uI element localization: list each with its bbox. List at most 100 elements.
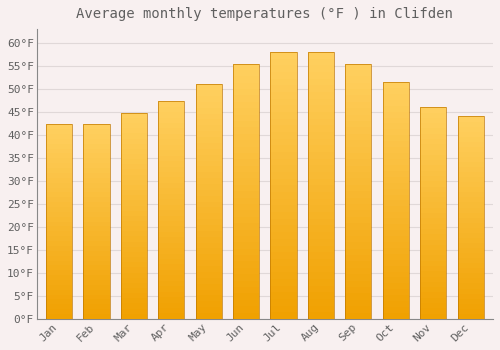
Bar (308, 225, 334, 232)
Bar (346, 198, 372, 204)
Bar (382, 88, 409, 94)
Bar (458, 167, 483, 172)
Bar (458, 142, 483, 147)
Bar (420, 261, 446, 266)
Bar (420, 229, 446, 234)
Bar (233, 121, 260, 127)
Bar (121, 195, 147, 201)
Bar (308, 166, 334, 172)
Bar (458, 203, 483, 208)
Bar (158, 107, 184, 112)
Bar (84, 134, 110, 139)
Bar (84, 226, 110, 231)
Bar (158, 128, 184, 134)
Bar (121, 211, 147, 216)
Bar (420, 250, 446, 256)
Bar (233, 281, 260, 287)
Bar (158, 297, 184, 302)
Bar (84, 193, 110, 197)
Bar (270, 212, 296, 219)
Bar (270, 312, 296, 319)
Bar (270, 205, 296, 212)
Bar (196, 84, 222, 90)
Bar (46, 260, 72, 265)
Bar (420, 166, 446, 171)
Bar (158, 172, 184, 177)
Bar (458, 243, 483, 248)
Bar (158, 118, 184, 123)
Bar (308, 292, 334, 299)
Bar (84, 246, 110, 251)
Bar (270, 152, 296, 159)
Bar (458, 208, 483, 212)
Bar (233, 242, 260, 248)
Bar (420, 256, 446, 261)
Bar (84, 280, 110, 285)
Bar (196, 114, 222, 119)
Bar (121, 169, 147, 175)
Bar (46, 222, 72, 226)
Bar (346, 185, 372, 191)
Bar (121, 159, 147, 164)
Bar (382, 82, 409, 88)
Bar (308, 192, 334, 199)
Bar (346, 313, 372, 319)
Bar (46, 149, 72, 154)
Bar (233, 261, 260, 268)
Bar (84, 256, 110, 260)
Bar (121, 257, 147, 262)
Bar (46, 226, 72, 231)
Bar (158, 183, 184, 188)
Bar (420, 234, 446, 239)
Bar (233, 198, 260, 204)
Bar (458, 137, 483, 142)
Bar (233, 115, 260, 121)
Bar (382, 272, 409, 278)
Bar (233, 191, 260, 198)
Bar (346, 255, 372, 261)
Bar (84, 290, 110, 295)
Bar (158, 281, 184, 286)
Bar (420, 239, 446, 245)
Bar (158, 314, 184, 319)
Bar (420, 271, 446, 276)
Bar (233, 153, 260, 159)
Bar (46, 183, 72, 188)
Bar (121, 175, 147, 180)
Bar (84, 197, 110, 202)
Bar (158, 254, 184, 259)
Bar (158, 112, 184, 118)
Bar (420, 266, 446, 271)
Bar (458, 238, 483, 243)
Bar (158, 292, 184, 297)
Bar (270, 199, 296, 205)
Bar (270, 286, 296, 292)
Bar (270, 192, 296, 199)
Bar (196, 90, 222, 96)
Bar (382, 94, 409, 100)
Bar (346, 147, 372, 153)
Bar (420, 282, 446, 287)
Bar (346, 204, 372, 210)
Bar (420, 123, 446, 128)
Bar (458, 253, 483, 258)
Bar (420, 134, 446, 139)
Bar (420, 144, 446, 149)
Bar (346, 70, 372, 76)
Bar (46, 139, 72, 144)
Bar (308, 232, 334, 239)
Bar (270, 52, 296, 319)
Bar (121, 185, 147, 190)
Bar (382, 289, 409, 295)
Bar (46, 231, 72, 236)
Bar (196, 237, 222, 243)
Bar (233, 159, 260, 166)
Bar (458, 304, 483, 309)
Bar (121, 237, 147, 242)
Bar (270, 306, 296, 312)
Bar (308, 219, 334, 225)
Bar (233, 102, 260, 108)
Bar (121, 303, 147, 309)
Bar (196, 202, 222, 208)
Bar (84, 314, 110, 319)
